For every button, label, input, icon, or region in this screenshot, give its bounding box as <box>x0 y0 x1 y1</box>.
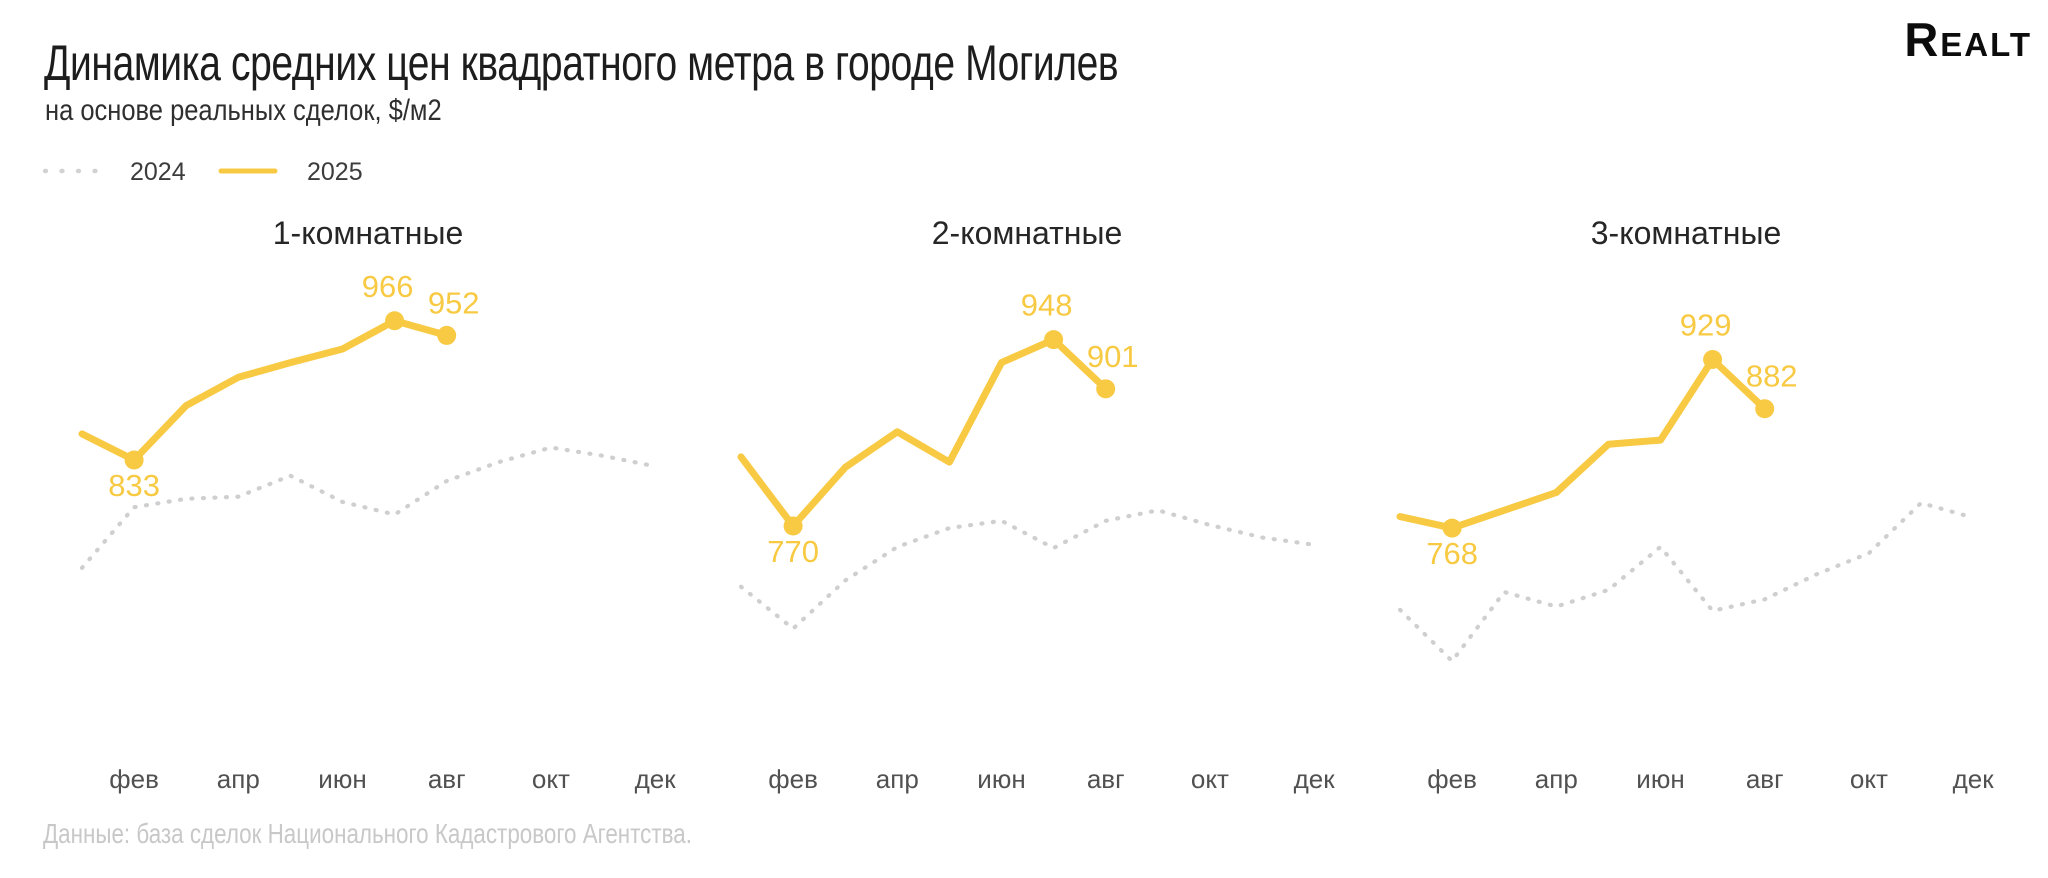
page-subtitle: на основе реальных сделок, $/м2 <box>45 94 442 127</box>
legend-label-2024: 2024 <box>130 158 186 186</box>
data-point-label: 768 <box>1426 536 1478 571</box>
chart-title: 1-комнатные <box>273 215 464 251</box>
data-point-marker <box>1755 399 1775 419</box>
chart-column-1: 1-комнатные 833 966 952 фев апр июн авг окт дек <box>0 210 720 800</box>
data-point-marker <box>1703 350 1723 370</box>
data-point-label: 833 <box>108 468 160 503</box>
x-axis-label: июн <box>977 764 1025 794</box>
x-axis-label: окт <box>1850 764 1888 794</box>
x-axis-label: окт <box>1191 764 1229 794</box>
data-point-label: 770 <box>767 534 819 569</box>
series-line-2024 <box>1397 500 1976 664</box>
x-axis-label: дек <box>1953 764 1995 794</box>
x-axis-label: авг <box>1087 764 1125 794</box>
data-point-marker <box>437 325 457 345</box>
data-point-marker <box>1044 330 1064 350</box>
chart-title: 2-комнатные <box>932 215 1123 251</box>
series-line-2024 <box>738 508 1317 631</box>
x-axis-label: фев <box>768 764 818 794</box>
line-chart-3-комнатные: 3-комнатные 768 929 882 фев апр июн авг окт дек <box>1396 215 1995 794</box>
charts-row: 1-комнатные 833 966 952 фев апр июн авг окт дек 2-… <box>0 210 2048 800</box>
chart-column-3: 3-комнатные 768 929 882 фев апр июн авг окт дек <box>1318 210 2038 800</box>
page-title: Динамика средних цен квадратного метра в… <box>44 35 1119 91</box>
data-point-label: 929 <box>1680 308 1732 343</box>
x-axis-label: июн <box>1636 764 1684 794</box>
x-axis-label: авг <box>428 764 466 794</box>
x-axis-label: фев <box>1427 764 1477 794</box>
realt-logo: Realt <box>1904 13 2032 66</box>
data-point-label: 901 <box>1087 339 1139 374</box>
chart-title: 3-комнатные <box>1591 215 1782 251</box>
data-point-marker <box>124 450 144 470</box>
series-line-2025 <box>737 336 1110 530</box>
data-point-label: 882 <box>1746 359 1798 394</box>
series-line-2025 <box>78 317 451 464</box>
data-point-label: 952 <box>428 285 480 320</box>
legend: 2024 2025 <box>43 158 363 186</box>
x-axis-label: апр <box>217 764 260 794</box>
x-axis-label: дек <box>1294 764 1336 794</box>
data-point-marker <box>783 516 803 536</box>
x-axis-label: апр <box>1535 764 1578 794</box>
data-point-marker <box>1442 518 1462 538</box>
series-line-2024 <box>79 445 658 570</box>
x-axis-label: окт <box>532 764 570 794</box>
data-point-label: 966 <box>362 269 414 304</box>
line-chart-2-комнатные: 2-комнатные 770 948 901 фев апр июн авг окт дек <box>737 215 1336 794</box>
data-point-label: 948 <box>1021 288 1073 323</box>
chart-column-2: 2-комнатные 770 948 901 фев апр июн авг окт дек <box>659 210 1379 800</box>
x-axis-label: дек <box>635 764 677 794</box>
x-axis-label: июн <box>318 764 366 794</box>
series-line-2025 <box>1396 356 1769 532</box>
x-axis-label: авг <box>1746 764 1784 794</box>
data-point-marker <box>1096 379 1116 399</box>
x-axis-label: фев <box>109 764 159 794</box>
line-chart-1-комнатные: 1-комнатные 833 966 952 фев апр июн авг окт дек <box>78 215 677 794</box>
data-source-note: Данные: база сделок Национального Кадаст… <box>43 818 692 849</box>
data-point-marker <box>385 311 405 331</box>
x-axis-label: апр <box>876 764 919 794</box>
legend-label-2025: 2025 <box>307 158 363 186</box>
